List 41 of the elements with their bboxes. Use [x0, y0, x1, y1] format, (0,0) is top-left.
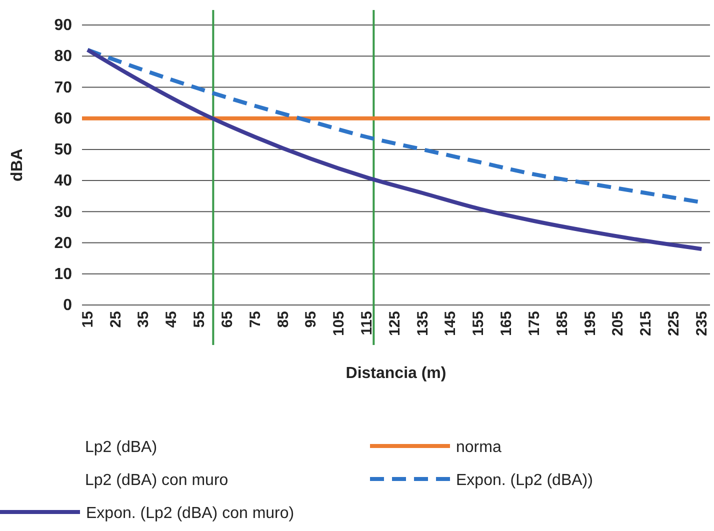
x-tick-label: 105 — [330, 311, 348, 336]
y-tick-label: 60 — [54, 110, 72, 128]
y-tick-label: 50 — [54, 142, 72, 159]
y-tick-label: 80 — [54, 48, 72, 66]
x-tick-label: 125 — [386, 311, 404, 336]
x-tick-label: 205 — [610, 311, 627, 336]
text: Lp2 (dBA) con muro — [85, 472, 228, 489]
x-tick-label: 195 — [582, 311, 599, 336]
line-series — [86, 48, 704, 251]
x-axis-title: Distancia (m) — [346, 365, 446, 382]
x-tick-label: 15 — [79, 311, 96, 328]
legend-label: Expon. (Lp2 (dBA)) — [456, 472, 593, 489]
y-tick-label: 90 — [54, 17, 72, 34]
legend-label: norma — [456, 439, 502, 456]
y-tick-label: 30 — [54, 204, 72, 221]
y-tick-label: 70 — [54, 79, 72, 96]
x-tick-label: 75 — [246, 311, 264, 328]
legend-label: Expon. (Lp2 (dBA) con muro) — [86, 505, 294, 522]
x-tick-label: 175 — [526, 311, 543, 336]
x-tick-label: 215 — [638, 311, 655, 336]
x-tick-label: 155 — [470, 311, 488, 336]
y-tick-label: 20 — [54, 234, 72, 252]
x-tick-label: 25 — [107, 311, 124, 328]
y-tick-label: 0 — [63, 297, 72, 314]
x-tick-label: 165 — [498, 311, 516, 336]
y-tick-label: 40 — [54, 172, 72, 190]
x-tick-label: 135 — [414, 311, 432, 336]
x-tick-label: 185 — [554, 311, 571, 336]
x-tick-label: 225 — [666, 311, 683, 336]
text: Lp2 (dBA) — [85, 439, 158, 456]
x-tick-label: 115 — [358, 311, 376, 336]
x-tick-label: 45 — [163, 311, 180, 328]
x-tick-label: 55 — [191, 311, 208, 328]
x-tick-label: 145 — [442, 311, 460, 336]
x-tick-label: 235 — [693, 311, 710, 336]
y-tick-label: 10 — [54, 266, 72, 284]
x-tick-label: 65 — [218, 311, 236, 328]
y-axis-title: dBA — [9, 148, 26, 182]
x-tick-label: 85 — [274, 311, 292, 328]
x-tick-label: 35 — [135, 311, 152, 328]
x-tick-label: 95 — [302, 311, 320, 328]
